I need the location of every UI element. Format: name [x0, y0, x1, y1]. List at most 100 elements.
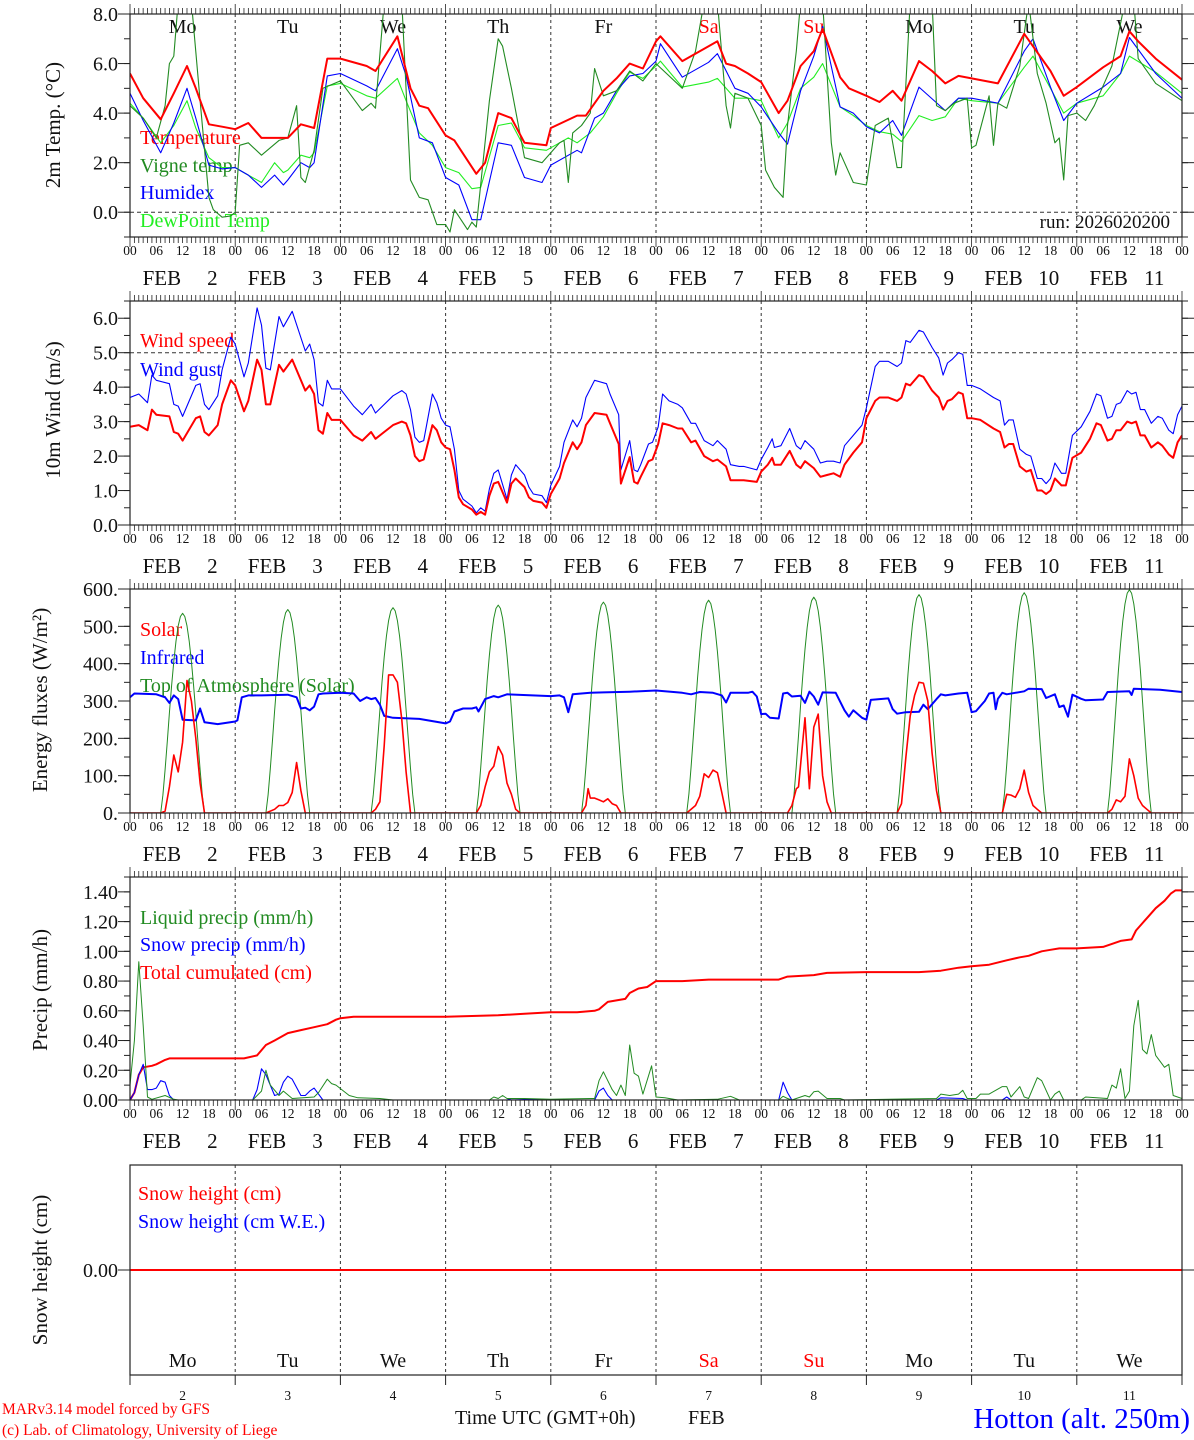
series-line-infrared [130, 687, 1182, 726]
panel-snow: 0.00 Snow height (cm) 2 Mo 3 Tu 4 We 5 Th 6 Fr 7 Sa 8 S… [28, 1164, 1194, 1403]
plot-frame [129, 13, 1183, 238]
x-month-label: FEB [669, 842, 708, 866]
x-hour-label: 06 [886, 819, 900, 834]
x-hour-label: 18 [307, 819, 321, 834]
x-hour-label: 00 [334, 819, 348, 834]
x-hour-label: 18 [202, 243, 216, 258]
x-hour-label: 06 [570, 1106, 584, 1121]
x-hour-label: 06 [360, 1106, 374, 1121]
x-day-label: 2 [179, 1388, 186, 1403]
x-hour-label: 06 [465, 531, 479, 546]
y-tick-label: 0.00 [83, 1260, 118, 1282]
x-month-label: FEB [143, 842, 182, 866]
y-tick-label: 4.0 [93, 377, 118, 399]
x-hour-label: 00 [544, 1106, 558, 1121]
x-hour-label: 00 [439, 531, 453, 546]
x-day-label: 9 [944, 842, 955, 866]
x-hour-label: 12 [912, 819, 926, 834]
x-hour-label: 12 [1123, 819, 1137, 834]
x-hour-label: 06 [781, 1106, 795, 1121]
x-hour-label: 12 [386, 1106, 400, 1121]
weekday-label: Tu [277, 1350, 299, 1372]
x-hour-label: 00 [439, 1106, 453, 1121]
x-hour-label: 12 [597, 243, 611, 258]
x-hour-label: 00 [1070, 531, 1084, 546]
x-day-label: 9 [944, 266, 955, 290]
x-hour-label: 00 [1070, 243, 1084, 258]
x-hour-label: 12 [386, 243, 400, 258]
lab-credit: (c) Lab. of Climatology, University of L… [2, 1422, 277, 1439]
y-tick-label: 2.0 [93, 446, 118, 468]
x-hour-label: 12 [912, 243, 926, 258]
x-day-label: 2 [207, 842, 218, 866]
y-axis-title: Snow height (cm) [28, 1195, 52, 1345]
x-month-label: FEB [774, 842, 813, 866]
x-hour-label: 00 [544, 531, 558, 546]
panel-precip: 0.00 0.20 0.40 0.60 0.80 1.00 1.20 1.40 Precip (… [28, 867, 1194, 1153]
x-month-label: FEB [984, 554, 1023, 578]
x-day-label: 10 [1038, 842, 1059, 866]
x-month-label: FEB [143, 1129, 182, 1153]
x-day-label: 7 [733, 1129, 744, 1153]
x-month-label: FEB [879, 1129, 918, 1153]
x-month-label: FEB [563, 842, 602, 866]
series-line-total-cumulated-cm- [130, 889, 1182, 1100]
x-hour-label: 06 [676, 1106, 690, 1121]
x-hour-label: 00 [228, 243, 242, 258]
legend-vigne-temp: Vigne temp [140, 155, 233, 177]
x-hour-label: 12 [1123, 531, 1137, 546]
x-month-label: FEB [1089, 266, 1128, 290]
x-hour-label: 00 [228, 819, 242, 834]
x-day-label: 5 [523, 554, 534, 578]
series-line-temperature [130, 27, 1182, 175]
x-hour-label: 00 [544, 243, 558, 258]
x-hour-label: 00 [965, 531, 979, 546]
x-hour-label: 06 [465, 1106, 479, 1121]
x-hour-label: 06 [360, 531, 374, 546]
x-hour-label: 06 [886, 1106, 900, 1121]
x-day-label: 11 [1144, 842, 1164, 866]
series-layer [130, 889, 1182, 1100]
series-line-wind-gust [130, 307, 1182, 514]
x-hour-label: 12 [807, 531, 821, 546]
x-hour-label: 12 [702, 1106, 716, 1121]
y-tick-label: 0.80 [83, 971, 118, 993]
x-hour-label: 06 [465, 819, 479, 834]
y-tick-label: 3.0 [93, 412, 118, 434]
x-day-label: 3 [312, 842, 323, 866]
y-tick-label: 600. [83, 579, 118, 601]
x-hour-label: 18 [939, 531, 953, 546]
y-tick-label: 1.00 [83, 941, 118, 963]
x-hour-label: 00 [1175, 819, 1189, 834]
x-month-label: FEB [1089, 842, 1128, 866]
x-month-label: FEB [458, 266, 497, 290]
x-hour-label: 06 [360, 243, 374, 258]
x-day-label: 3 [284, 1388, 291, 1403]
x-month-label: FEB [563, 554, 602, 578]
x-hour-label: 06 [991, 1106, 1005, 1121]
x-month-label: FEB [774, 1129, 813, 1153]
x-hour-label: 12 [1017, 819, 1031, 834]
x-month-label: FEB [984, 266, 1023, 290]
panel-energy: 0. 100. 200. 300. 400. 500. 600. Energy fluxes … [28, 579, 1194, 866]
x-hour-label: 18 [833, 531, 847, 546]
x-hour-label: 06 [781, 243, 795, 258]
x-day-label: 10 [1038, 1129, 1059, 1153]
x-day-label: 7 [733, 554, 744, 578]
x-hour-label: 06 [570, 243, 584, 258]
x-hour-label: 00 [860, 1106, 874, 1121]
x-hour-label: 18 [939, 1106, 953, 1121]
x-hour-label: 18 [728, 243, 742, 258]
x-day-label: 5 [523, 266, 534, 290]
x-hour-label: 00 [1070, 1106, 1084, 1121]
x-hour-label: 12 [702, 243, 716, 258]
weekday-label: Th [487, 16, 509, 38]
x-hour-label: 12 [807, 243, 821, 258]
x-hour-label: 18 [307, 531, 321, 546]
x-hour-label: 00 [649, 243, 663, 258]
x-day-label: 4 [418, 1129, 429, 1153]
series-line-snow-precip-mm-h- [130, 1063, 1182, 1100]
x-month-label: FEB [669, 266, 708, 290]
x-hour-label: 00 [1175, 243, 1189, 258]
x-day-label: 2 [207, 1129, 218, 1153]
